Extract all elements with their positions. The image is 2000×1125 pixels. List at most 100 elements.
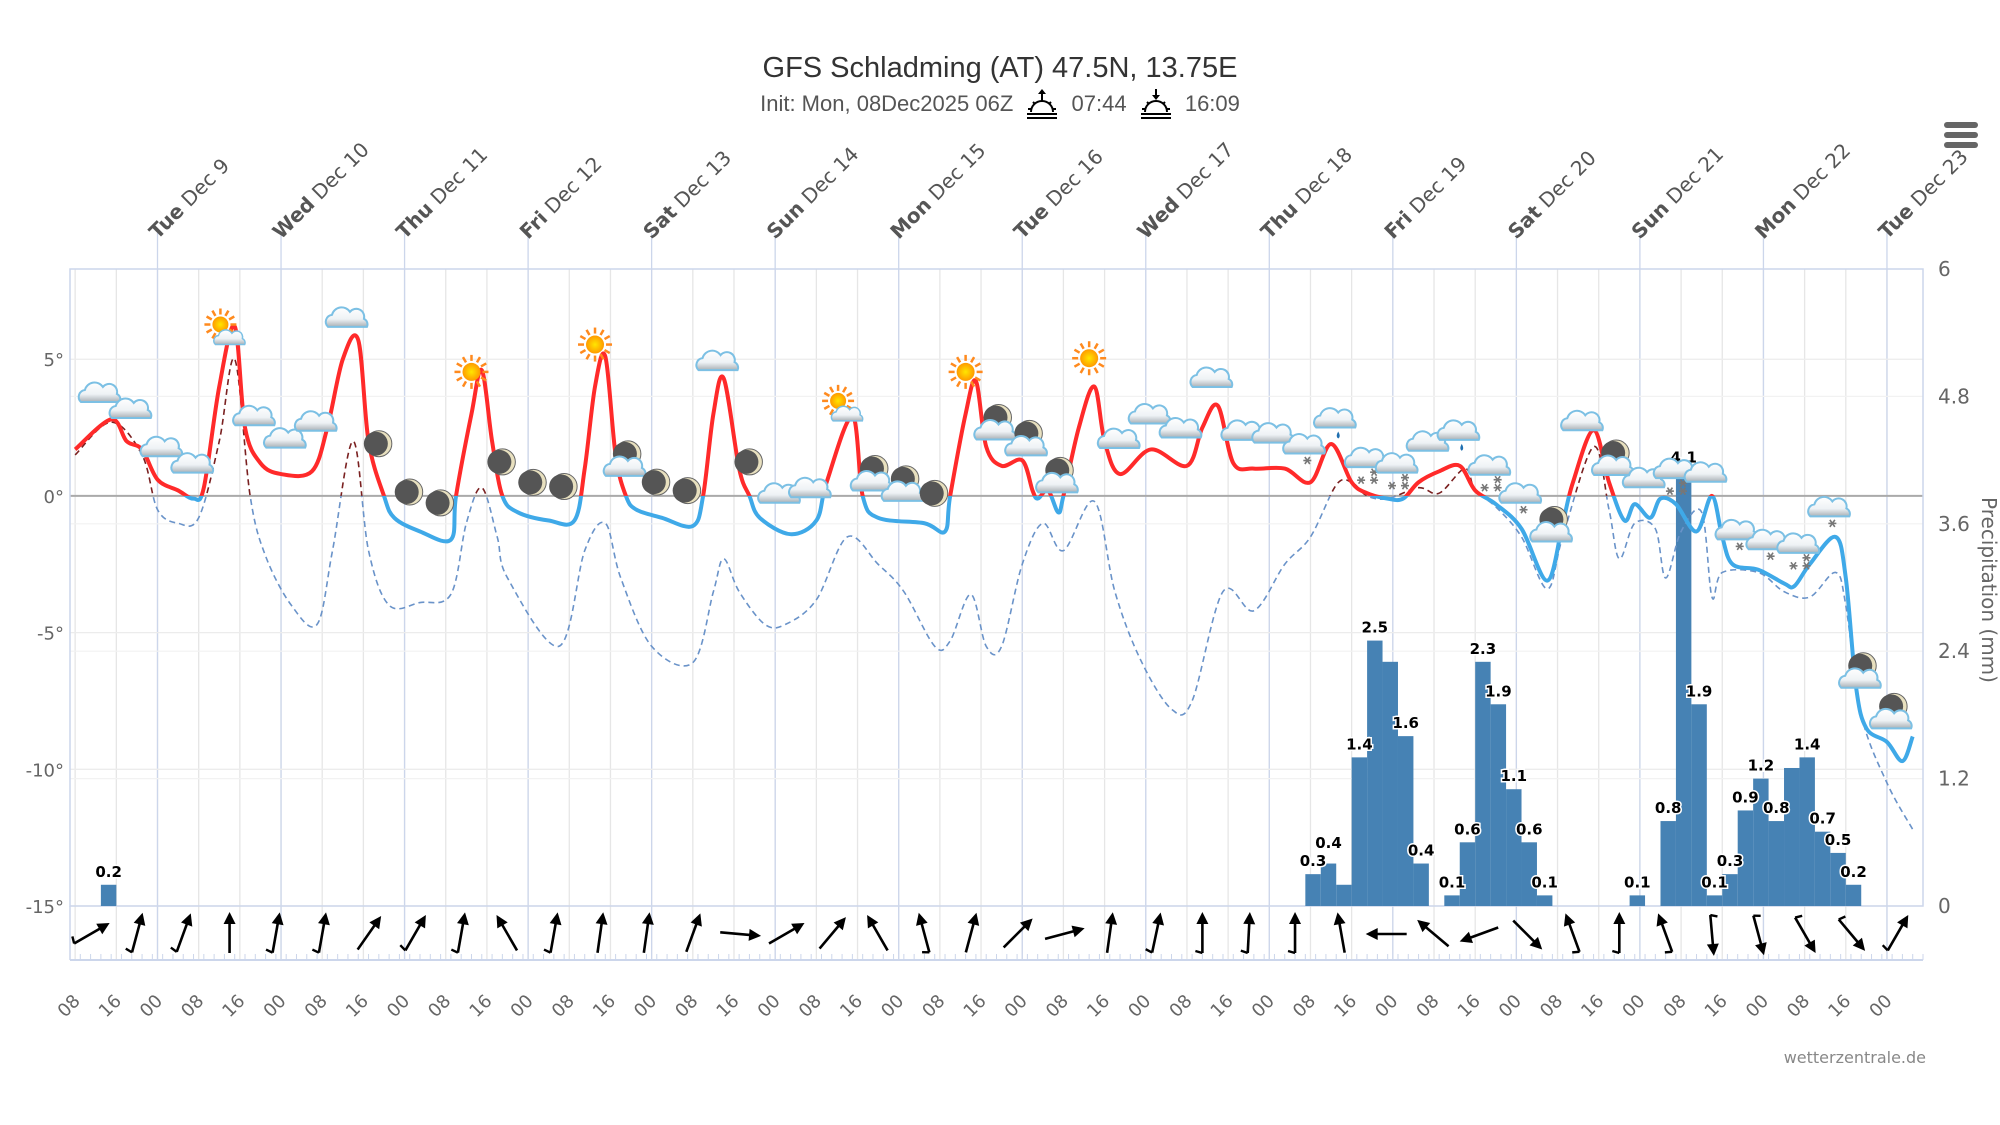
cloud-icon bbox=[293, 410, 338, 432]
wind-arrow-icon bbox=[1417, 919, 1450, 948]
wind-arrow-icon bbox=[1563, 913, 1581, 954]
day-date: Dec 23 bbox=[1901, 144, 1972, 215]
moon-icon bbox=[641, 468, 671, 496]
day-label: Sat Dec 13 bbox=[638, 146, 736, 244]
wind-arrow-icon bbox=[1881, 914, 1909, 952]
x-tick-label: 00 bbox=[1248, 991, 1279, 1022]
cloud-icon bbox=[1189, 366, 1234, 388]
y-left-tick-label: 0° bbox=[44, 487, 64, 508]
x-tick-label: 08 bbox=[1413, 991, 1444, 1022]
day-label: Tue Dec 23 bbox=[1874, 144, 1973, 243]
day-date: Dec 18 bbox=[1286, 142, 1357, 213]
day-label: Fri Dec 12 bbox=[515, 152, 607, 244]
precip-bar bbox=[1475, 661, 1491, 906]
y-right-axis-title: Precipitation (mm) bbox=[1977, 497, 2000, 683]
moon-cloud-icon bbox=[1838, 652, 1882, 689]
cloud-icon bbox=[324, 306, 369, 328]
x-tick-label: 00 bbox=[1865, 991, 1896, 1022]
x-tick-label: 16 bbox=[465, 991, 496, 1022]
chart-menu-button[interactable] bbox=[1944, 122, 1978, 150]
moon-icon bbox=[672, 477, 702, 505]
wind-arrow-icon bbox=[595, 912, 608, 953]
wind-arrow-icon bbox=[265, 912, 284, 954]
plot-border bbox=[69, 268, 1924, 907]
cloud-snow-icon bbox=[1498, 482, 1543, 514]
wind-arrow-icon bbox=[399, 914, 426, 952]
x-tick-label: 00 bbox=[1742, 991, 1773, 1022]
precip-bar bbox=[1490, 704, 1507, 906]
day-date: Dec 12 bbox=[535, 152, 606, 223]
x-tick-label: 08 bbox=[1042, 991, 1073, 1022]
precip-data-label: 0.2 bbox=[1840, 863, 1867, 881]
y-left-tick-label: -15° bbox=[26, 897, 64, 918]
wind-arrow-icon bbox=[1105, 912, 1118, 953]
precip-data-label: 0.4 bbox=[1315, 834, 1342, 852]
x-tick-label: 00 bbox=[1618, 991, 1649, 1022]
precip-bar bbox=[1336, 884, 1352, 906]
sunset-time: 16:09 bbox=[1184, 91, 1240, 116]
precip-data-label: 0.1 bbox=[1531, 873, 1558, 891]
y-right-tick-label: 3.6 bbox=[1938, 512, 1970, 536]
chart-title: GFS Schladming (AT) 47.5N, 13.75E bbox=[762, 52, 1238, 84]
precip-bar bbox=[1845, 884, 1862, 906]
moon-cloud-icon bbox=[1035, 456, 1079, 494]
day-date: Dec 21 bbox=[1657, 142, 1728, 213]
wind-arrow-icon bbox=[311, 912, 330, 954]
precip-data-label: 0.1 bbox=[1624, 873, 1651, 891]
wind-arrow-icon bbox=[170, 913, 193, 953]
day-date: Dec 17 bbox=[1167, 137, 1238, 208]
x-tick-label: 16 bbox=[95, 991, 126, 1022]
y-right-tick-label: 1.2 bbox=[1938, 767, 1970, 791]
precip-bar bbox=[100, 884, 117, 906]
moon-icon bbox=[487, 448, 516, 476]
precip-data-label: 0.1 bbox=[1439, 873, 1466, 891]
precip-bar bbox=[1444, 895, 1460, 906]
y-right-tick-label: 0 bbox=[1938, 894, 1951, 918]
precip-data-label: 0.7 bbox=[1809, 810, 1836, 828]
x-tick-label: 00 bbox=[260, 991, 291, 1022]
wind-arrow-icon bbox=[768, 923, 805, 945]
x-tick-label: 16 bbox=[218, 991, 249, 1022]
day-date: Dec 9 bbox=[172, 153, 234, 215]
x-tick-label: 16 bbox=[342, 991, 373, 1022]
precip-data-label: 0.6 bbox=[1516, 820, 1543, 838]
credit-link[interactable]: wetterzentrale.de bbox=[1783, 1048, 1926, 1067]
x-tick-label: 00 bbox=[136, 991, 167, 1022]
wind-arrow-icon bbox=[1287, 912, 1302, 955]
cloud-snow-heavy-icon bbox=[1467, 454, 1512, 492]
day-date: Dec 10 bbox=[302, 137, 373, 208]
precip-data-label: 1.4 bbox=[1794, 735, 1821, 753]
x-tick-label: 08 bbox=[548, 991, 579, 1022]
precip-bar bbox=[1706, 895, 1723, 906]
temperature-line-below-zero bbox=[182, 495, 1915, 764]
day-date: Dec 11 bbox=[421, 142, 492, 213]
day-label: Mon Dec 22 bbox=[1750, 138, 1855, 243]
moon-cloud-icon bbox=[880, 465, 925, 502]
x-tick-label: 08 bbox=[1783, 991, 1814, 1022]
moon-icon bbox=[394, 478, 424, 506]
wind-arrow-icon bbox=[1459, 926, 1499, 944]
precip-data-label: 0.9 bbox=[1732, 788, 1759, 806]
x-tick-label: 08 bbox=[177, 991, 208, 1022]
precip-bar bbox=[1722, 874, 1738, 906]
wind-arrow-icon bbox=[720, 928, 762, 941]
x-tick-label: 00 bbox=[754, 991, 785, 1022]
cloud-icon bbox=[1158, 417, 1203, 439]
moon-cloud-icon bbox=[1868, 692, 1913, 730]
precip-bar bbox=[1799, 757, 1815, 906]
wind-arrow-icon bbox=[125, 912, 146, 954]
precip-bar bbox=[1506, 789, 1522, 906]
precip-bar bbox=[1768, 821, 1785, 906]
day-date: Dec 19 bbox=[1400, 152, 1471, 223]
x-tick-label: 00 bbox=[1124, 991, 1155, 1022]
y-left-tick-label: -5° bbox=[37, 624, 64, 645]
precip-bar bbox=[1320, 863, 1337, 906]
wind-arrow-icon bbox=[867, 914, 889, 952]
x-tick-label: 16 bbox=[1824, 991, 1855, 1022]
precip-bar bbox=[1413, 863, 1429, 906]
x-tick-label: 16 bbox=[1330, 991, 1361, 1022]
day-label: Tue Dec 9 bbox=[144, 153, 234, 243]
moon-icon bbox=[425, 489, 455, 517]
moon-icon bbox=[518, 468, 547, 496]
day-date: Dec 15 bbox=[919, 138, 990, 209]
